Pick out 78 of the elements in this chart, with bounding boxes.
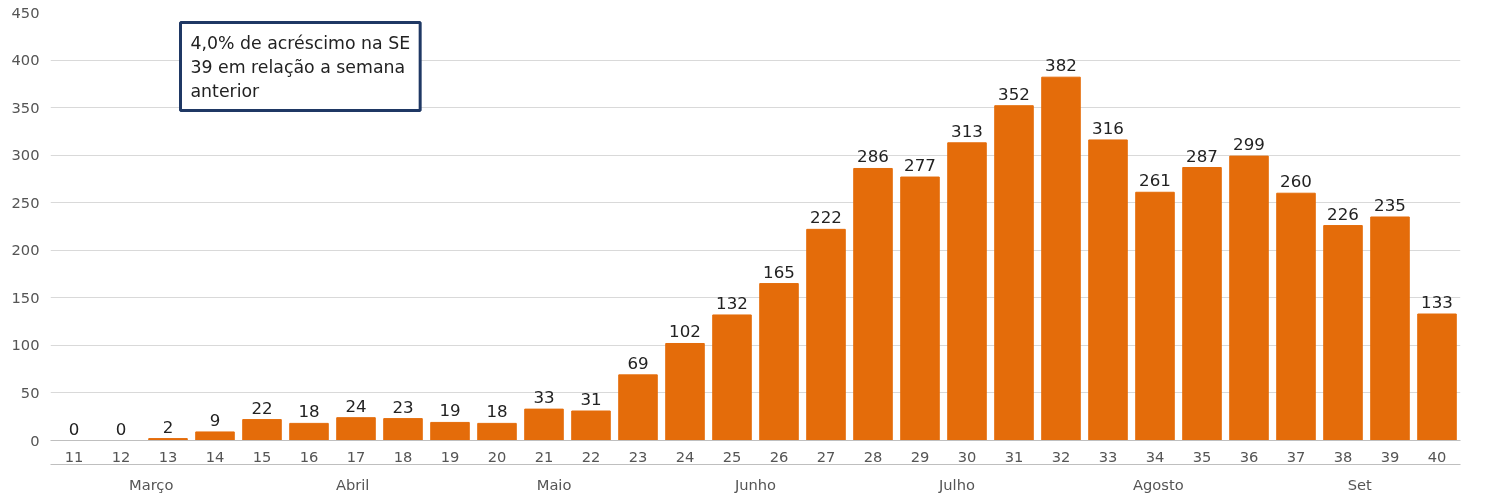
x-tick-label: 21 [534,447,554,465]
x-tick-label: 19 [440,447,460,465]
data-label: 222 [810,208,842,228]
data-label: 235 [1374,195,1406,215]
text: Março [129,475,174,493]
y-tick-label: 100 [11,336,40,354]
x-tick-label: 33 [1098,447,1118,465]
data-label: 352 [998,84,1030,104]
data-label: 299 [1233,135,1265,155]
x-tick-label: 38 [1333,447,1353,465]
data-label: 18 [486,402,508,422]
x-tick-label: 13 [158,447,178,465]
data-label: 19 [439,401,461,421]
data-label: 22 [251,398,273,418]
x-tick-label: 25 [722,447,742,465]
data-label: 277 [904,156,936,176]
data-label: 316 [1092,118,1124,138]
data-label: 165 [763,262,795,282]
data-label: 261 [1139,171,1171,191]
y-tick-label: 150 [11,288,40,306]
x-tick-label: 12 [111,447,131,465]
x-tick-label: 29 [910,447,930,465]
x-tick-label: 16 [299,447,319,465]
text: Maio [536,475,572,493]
x-tick-label: 36 [1239,447,1259,465]
y-tick-label: 0 [30,431,40,449]
x-tick-label: 32 [1051,447,1071,465]
x-tick-label: 30 [957,447,977,465]
data-label: 313 [951,121,983,141]
x-tick-label: 27 [816,447,836,465]
data-label: 226 [1327,204,1359,224]
y-tick-label: 450 [11,3,40,21]
data-label: 133 [1421,293,1453,312]
y-tick-label: 400 [11,51,40,69]
data-label: 33 [533,388,555,408]
text: Junho [733,475,777,493]
data-label: 18 [298,402,320,422]
data-label: 2 [162,417,174,437]
x-tick-label: 39 [1380,447,1400,465]
data-label: 382 [1045,56,1077,76]
x-tick-label: 24 [675,447,695,465]
text: Set [1347,475,1373,493]
annotation: 4,0% de acréscimo na SE 39 em relação a semana anterior [190,32,411,101]
data-label: 132 [716,293,748,313]
data-label: 31 [580,390,602,410]
data-label: 9 [209,410,221,430]
data-label: 287 [1186,146,1218,166]
x-tick-label: 28 [863,447,883,465]
x-tick-label: 11 [64,447,84,465]
y-tick-label: 200 [11,241,40,259]
x-tick-label: 18 [393,447,413,465]
text: Julho [937,475,975,493]
data-label: 69 [627,353,649,373]
x-tick-label: 26 [769,447,789,465]
data-label: 23 [392,397,414,417]
x-tick-label: 34 [1145,447,1165,465]
x-tick-label: 37 [1286,447,1306,465]
x-tick-label: 35 [1192,447,1212,465]
data-label: 286 [857,147,889,167]
y-tick-label: 300 [11,146,40,164]
x-tick-label: 20 [487,447,507,465]
x-tick-label: 14 [205,447,225,465]
y-tick-label: 350 [11,98,40,116]
y-tick-label: 250 [11,193,40,211]
y-tick-label: 50 [20,383,40,401]
data-label: 0 [115,419,127,439]
x-tick-label: 31 [1004,447,1024,465]
text: Abril [335,475,370,493]
data-label: 24 [345,396,367,416]
x-tick-label: 40 [1427,447,1447,465]
data-label: 102 [669,322,701,342]
x-tick-label: 15 [252,447,272,465]
x-tick-label: 17 [346,447,366,465]
text: Agosto [1133,475,1184,493]
data-label: 0 [68,419,80,439]
x-tick-label: 22 [581,447,601,465]
x-tick-label: 23 [628,447,648,465]
data-label: 260 [1280,172,1312,192]
